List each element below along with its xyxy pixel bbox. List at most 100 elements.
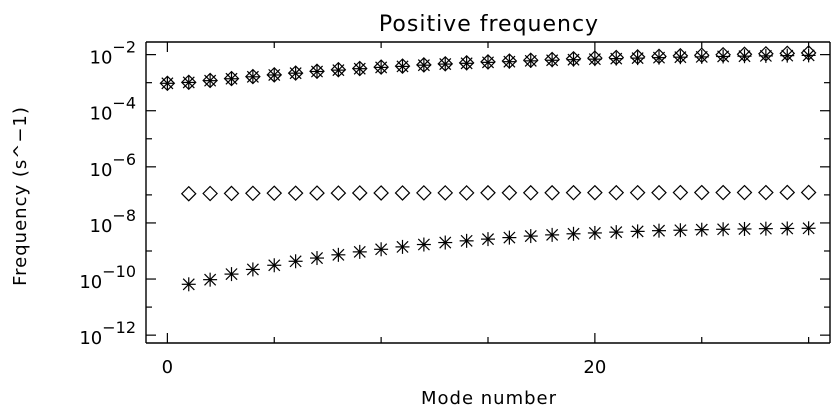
diamond-point (330, 185, 347, 201)
asterisk-point (374, 60, 389, 75)
diamond-point (458, 185, 475, 201)
asterisk-point (801, 221, 816, 236)
diamond-point (522, 52, 539, 69)
asterisk-point (652, 223, 666, 238)
asterisk-point (566, 226, 581, 241)
asterisk-point (545, 227, 560, 242)
y-axis-label: Frequency (s^−1) (10, 106, 31, 286)
diamond-point (245, 185, 261, 202)
y-tick-label: 10−8 (90, 206, 137, 237)
asterisk-point (395, 59, 410, 74)
diamond-point (373, 59, 389, 75)
labels: 10−2 10−4 10−6 10−8 10−10 10−12 0 20 (79, 38, 606, 378)
diamond-point (437, 185, 454, 201)
diamond-point (608, 184, 625, 201)
diamond-point (287, 65, 304, 81)
asterisk-point (331, 247, 346, 262)
asterisk-point (203, 73, 218, 88)
asterisk-point (160, 76, 175, 91)
diamond-point (501, 184, 518, 201)
diamond-point (501, 53, 518, 69)
asterisk-point (245, 262, 260, 277)
asterisk-point (716, 222, 731, 237)
asterisk-point (523, 53, 538, 68)
x-tick-label: 0 (162, 357, 173, 378)
data-marks (159, 45, 817, 292)
asterisk-point (288, 254, 303, 269)
x-axis-label: Mode number (421, 388, 557, 409)
diamond-point (587, 184, 603, 201)
asterisk-point (630, 51, 645, 66)
asterisk-point (331, 63, 346, 78)
asterisk-point (566, 52, 581, 67)
asterisk-point (630, 224, 645, 239)
diamond-point (180, 74, 197, 91)
diamond-point (416, 57, 432, 73)
diamond-point (544, 51, 560, 68)
asterisk-point (224, 71, 239, 86)
asterisk-point (502, 54, 517, 69)
diamond-point (458, 54, 475, 71)
diamond-point (779, 45, 796, 62)
asterisk-point (459, 233, 474, 248)
diamond-point (351, 60, 368, 77)
asterisk-point (459, 56, 474, 71)
asterisk-point (267, 258, 282, 273)
diamond-point (245, 68, 261, 85)
asterisk-point (181, 75, 196, 90)
diamond-point (629, 49, 646, 65)
asterisk-point (181, 277, 196, 292)
diamond-point (287, 185, 304, 202)
asterisk-point (523, 229, 538, 244)
asterisk-point (694, 222, 709, 237)
diamond-point (309, 185, 325, 201)
asterisk-point (481, 55, 495, 70)
diamond-point (800, 184, 817, 201)
diamond-point (587, 50, 603, 66)
asterisk-point (609, 51, 624, 66)
diamond-point (266, 67, 283, 83)
diamond-point (202, 72, 218, 89)
y-tick-label: 10−4 (90, 94, 137, 125)
diamond-point (672, 47, 689, 64)
asterisk-point (395, 239, 410, 254)
asterisk-point (203, 272, 218, 287)
diamond-point (266, 185, 283, 202)
diamond-point (522, 184, 539, 201)
diamond-point (330, 61, 347, 78)
diamond-point (651, 48, 667, 65)
diamond-point (416, 185, 432, 201)
asterisk-point (737, 221, 752, 236)
diamond-point (736, 184, 753, 201)
asterisk-point (245, 69, 260, 84)
asterisk-point (224, 267, 239, 282)
asterisk-point (352, 244, 367, 259)
diamond-point (779, 184, 796, 201)
diamond-point (223, 70, 240, 87)
asterisk-point (587, 225, 602, 240)
diamond-point (693, 47, 710, 64)
diamond-point (223, 185, 240, 202)
asterisk-point (652, 50, 666, 65)
diamond-point (202, 185, 218, 202)
diamond-point (544, 184, 560, 201)
diamond-point (480, 54, 496, 70)
y-tick-label: 10−2 (90, 38, 137, 69)
diamond-point (758, 184, 774, 201)
diamond-point (693, 184, 710, 201)
ticks (146, 42, 830, 343)
y-tick-label: 10−10 (79, 262, 136, 293)
diamond-point (736, 46, 753, 63)
diamond-point (394, 185, 411, 201)
diamond-point (715, 46, 731, 63)
asterisk-point (780, 221, 795, 236)
diamond-point (758, 45, 774, 62)
asterisk-point (416, 237, 431, 252)
asterisk-point (438, 57, 453, 72)
y-tick-label: 10−6 (90, 150, 137, 181)
asterisk-point (416, 58, 431, 73)
asterisk-point (310, 64, 324, 79)
asterisk-point (587, 52, 602, 67)
diamond-point (565, 184, 582, 201)
